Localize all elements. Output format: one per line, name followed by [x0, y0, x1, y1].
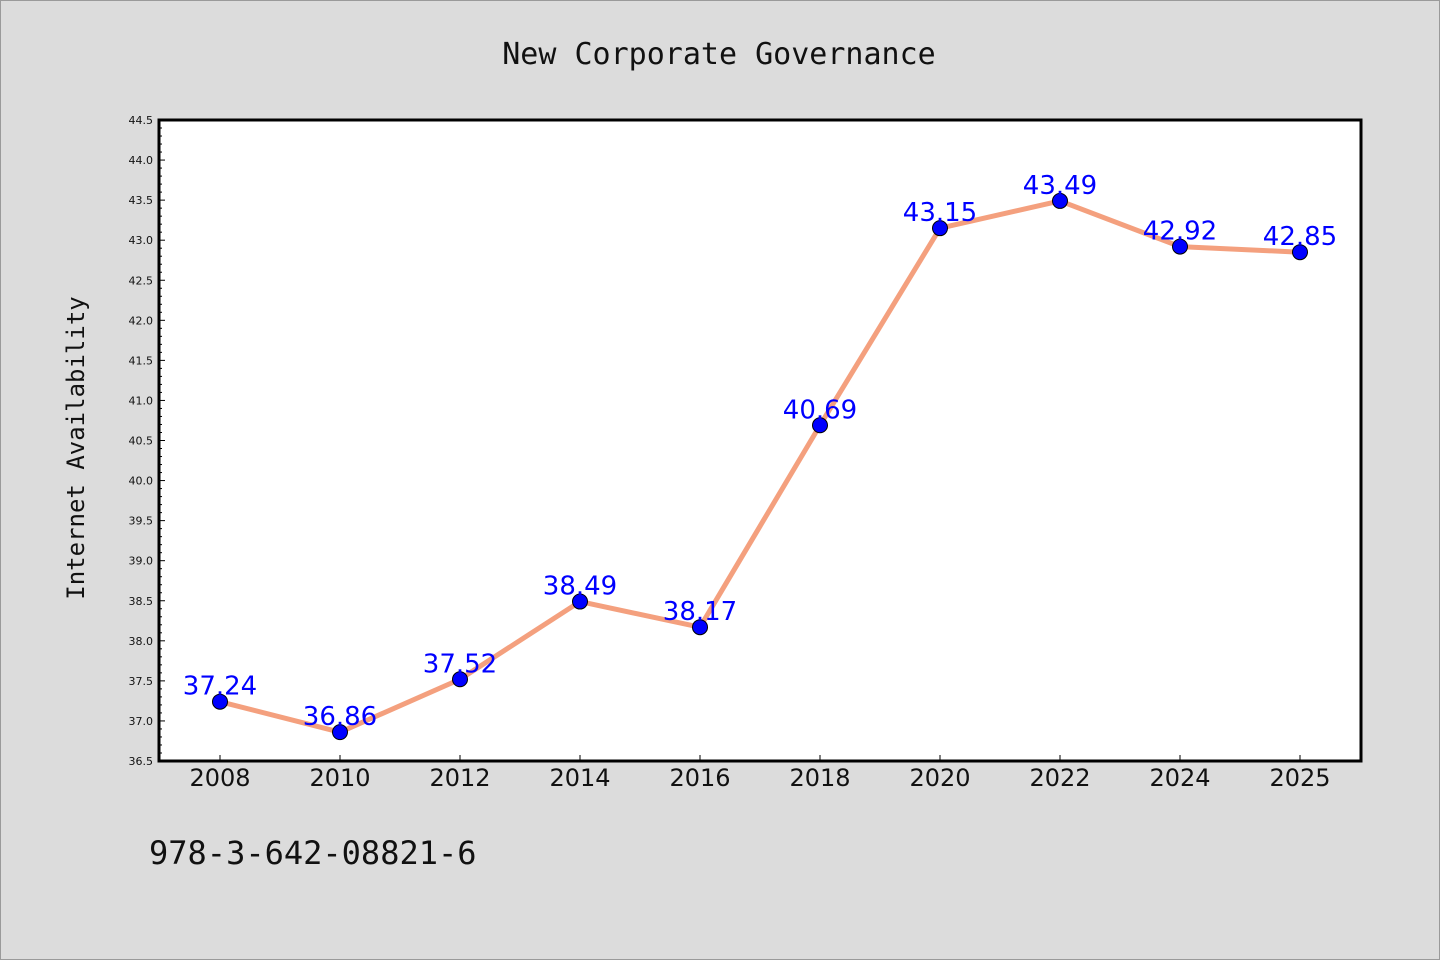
x-axis: 2008 2010 2012 2014 2016 2018 2020 2022 2024 2025 [189, 755, 1331, 792]
data-point [452, 671, 468, 688]
data-label: 38.17 [663, 597, 737, 627]
y-tick-label: 36.5 [129, 755, 154, 768]
data-label: 42.85 [1263, 222, 1337, 252]
y-tick-label: 40.0 [129, 475, 154, 488]
data-point [692, 619, 708, 636]
data-point [1292, 244, 1308, 261]
series-line [217, 198, 1303, 735]
plot-area [157, 118, 1363, 763]
y-tick-label: 43.0 [129, 234, 154, 247]
data-label: 38.49 [543, 572, 617, 602]
x-tick-label: 2014 [549, 764, 610, 792]
y-axis: 36.5 37.0 37.5 38.0 38.5 39.0 39.5 40.0 40.5 41.0… [129, 114, 165, 768]
data-point [812, 417, 828, 434]
y-tick-label: 43.5 [129, 194, 154, 207]
y-tick-label: 41.5 [129, 354, 154, 367]
y-tick-label: 37.5 [129, 675, 154, 688]
data-point [212, 693, 228, 710]
data-point [1172, 238, 1188, 255]
data-label: 43.49 [1023, 171, 1097, 201]
series-group [212, 192, 1308, 741]
y-tick-label: 40.5 [129, 435, 154, 448]
x-tick-label: 2008 [189, 764, 250, 792]
data-label: 36.86 [303, 702, 377, 732]
x-tick-label: 2020 [909, 764, 970, 792]
y-tick-label: 39.0 [129, 555, 154, 568]
y-axis-label: Internet Availability [62, 296, 90, 599]
data-point [332, 724, 348, 741]
data-label: 37.24 [183, 672, 257, 702]
y-tick-label: 42.0 [129, 314, 154, 327]
y-tick-label: 41.0 [129, 394, 154, 407]
x-tick-label: 2016 [669, 764, 730, 792]
x-tick-label: 2024 [1149, 764, 1210, 792]
data-point [572, 593, 588, 610]
data-point [1052, 192, 1068, 209]
data-label: 43.15 [903, 198, 977, 228]
data-labels-group: 37.24 36.86 37.52 38.49 38.17 40.69 43.15 43.49… [183, 171, 1337, 732]
data-label: 40.69 [783, 395, 857, 425]
y-tick-label: 38.0 [129, 635, 154, 648]
y-tick-label: 44.0 [129, 154, 154, 167]
data-label: 37.52 [423, 649, 497, 679]
x-tick-label: 2025 [1269, 764, 1330, 792]
y-tick-label: 37.0 [129, 715, 154, 728]
data-point [932, 220, 948, 237]
x-tick-label: 2022 [1029, 764, 1090, 792]
y-tick-label: 39.5 [129, 515, 154, 528]
y-tick-label: 42.5 [129, 274, 154, 287]
data-label: 42.92 [1143, 217, 1217, 247]
x-tick-label: 2012 [429, 764, 490, 792]
x-tick-label: 2010 [309, 764, 370, 792]
isbn-annotation: 978-3-642-08821-6 [149, 834, 477, 872]
y-tick-label: 44.5 [129, 114, 154, 127]
x-tick-label: 2018 [789, 764, 850, 792]
y-tick-label: 38.5 [129, 595, 154, 608]
chart-title: New Corporate Governance [502, 37, 935, 72]
